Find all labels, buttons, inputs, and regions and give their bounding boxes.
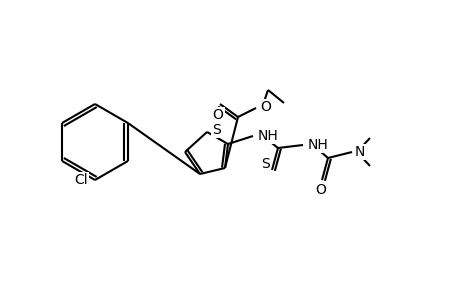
Text: S: S xyxy=(261,157,269,171)
Text: NH: NH xyxy=(308,138,328,152)
Text: Cl: Cl xyxy=(74,173,88,187)
Text: O: O xyxy=(212,108,223,122)
Text: O: O xyxy=(315,183,326,197)
Text: NH: NH xyxy=(257,129,278,143)
Text: N: N xyxy=(354,145,364,159)
Text: O: O xyxy=(259,100,270,114)
Text: S: S xyxy=(212,123,220,137)
